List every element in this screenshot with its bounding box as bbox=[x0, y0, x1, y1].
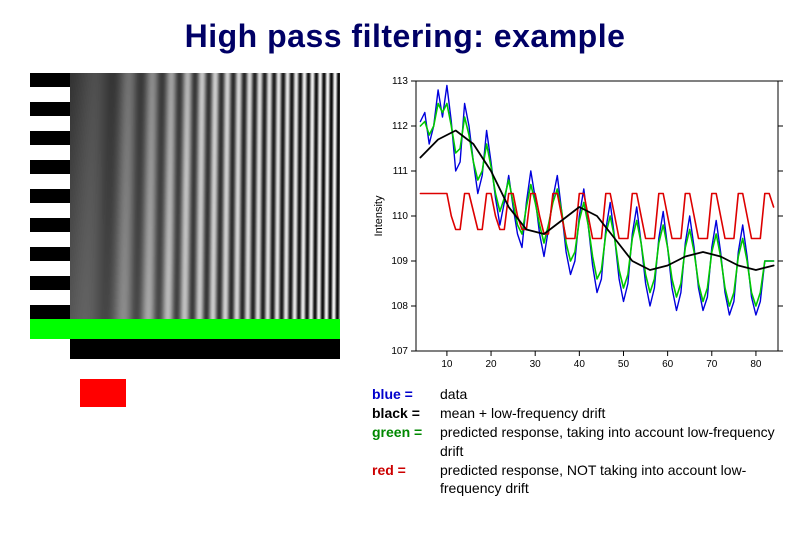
pattern-column bbox=[30, 73, 340, 498]
svg-text:50: 50 bbox=[618, 359, 630, 370]
svg-text:108: 108 bbox=[391, 301, 408, 312]
svg-text:70: 70 bbox=[706, 359, 718, 370]
legend-value: data bbox=[440, 385, 790, 404]
svg-text:20: 20 bbox=[485, 359, 497, 370]
stimulus-pattern bbox=[30, 73, 340, 353]
svg-text:110: 110 bbox=[392, 211, 408, 222]
svg-text:111: 111 bbox=[393, 166, 409, 177]
green-bar bbox=[30, 319, 340, 339]
gradient-canvas bbox=[70, 73, 340, 319]
legend-key: black = bbox=[372, 404, 440, 423]
legend-key: blue = bbox=[372, 385, 440, 404]
legend-key: red = bbox=[372, 461, 440, 480]
svg-text:107: 107 bbox=[391, 346, 408, 357]
legend-row: red =predicted response, NOT taking into… bbox=[372, 461, 790, 499]
svg-text:10: 10 bbox=[441, 359, 453, 370]
legend-key: green = bbox=[372, 423, 440, 442]
svg-text:80: 80 bbox=[750, 359, 762, 370]
left-stripes bbox=[30, 73, 70, 319]
legend-value: mean + low-frequency drift bbox=[440, 404, 790, 423]
svg-text:112: 112 bbox=[392, 121, 408, 132]
legend-row: black =mean + low-frequency drift bbox=[372, 404, 790, 423]
black-bar bbox=[70, 339, 340, 359]
gradient-block bbox=[70, 73, 340, 319]
page-title: High pass filtering: example bbox=[0, 0, 810, 55]
legend-row: green =predicted response, taking into a… bbox=[372, 423, 790, 461]
legend: blue =datablack =mean + low-frequency dr… bbox=[372, 385, 790, 498]
red-block bbox=[80, 379, 126, 407]
intensity-chart: 10 20 30 40 50 60 70 80 107 108 109 110 111 112 113 Int… bbox=[370, 73, 790, 373]
chart-svg: 10 20 30 40 50 60 70 80 107 108 109 110 111 112 113 Int… bbox=[370, 73, 790, 373]
svg-text:113: 113 bbox=[392, 76, 408, 87]
svg-text:30: 30 bbox=[530, 359, 542, 370]
legend-value: predicted response, NOT taking into acco… bbox=[440, 461, 790, 499]
svg-text:109: 109 bbox=[391, 256, 408, 267]
legend-row: blue =data bbox=[372, 385, 790, 404]
chart-column: 10 20 30 40 50 60 70 80 107 108 109 110 111 112 113 Int… bbox=[370, 73, 790, 498]
svg-text:60: 60 bbox=[662, 359, 674, 370]
svg-text:40: 40 bbox=[574, 359, 586, 370]
svg-text:Intensity: Intensity bbox=[373, 195, 385, 236]
content-row: 10 20 30 40 50 60 70 80 107 108 109 110 111 112 113 Int… bbox=[0, 55, 810, 498]
legend-value: predicted response, taking into account … bbox=[440, 423, 790, 461]
